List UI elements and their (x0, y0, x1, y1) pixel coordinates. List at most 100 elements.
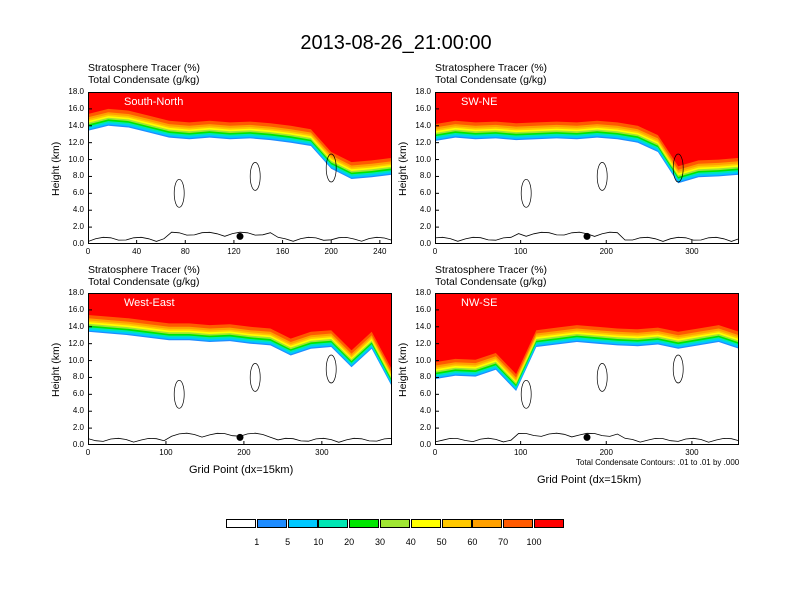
colorbar-swatch (318, 519, 349, 528)
colorbar-swatch (287, 519, 318, 528)
x-tick-label: 160 (275, 247, 290, 256)
colorbar-label: 20 (344, 537, 355, 547)
x-tick-label: 100 (513, 448, 528, 457)
chart-title: 2013-08-26_21:00:00 (300, 32, 492, 54)
panel-4-line2: Total Condensate (g/kg) (435, 276, 547, 288)
x-tick-label: 100 (513, 247, 528, 256)
condensate-contour (596, 363, 608, 392)
y-tick-label: 0.0 (72, 440, 84, 449)
x-tick-label: 200 (599, 247, 613, 256)
panel-3-line2: Total Condensate (g/kg) (88, 276, 200, 288)
x-tick-label: 200 (599, 448, 613, 457)
panel-2-line2: Total Condensate (g/kg) (435, 74, 547, 86)
panel-name-3: West-East (124, 297, 175, 309)
colorbar-swatch (472, 519, 503, 528)
condensate-contour (672, 354, 684, 384)
y-tick-label: 2.0 (72, 423, 84, 433)
y-tick-label: 18.0 (68, 87, 84, 96)
y-tick-label: 18.0 (415, 87, 431, 96)
condensate-contour (173, 178, 185, 208)
y-tick-label: 8.0 (72, 171, 84, 181)
terrain-contour (88, 231, 392, 242)
y-tick-label: 12.0 (415, 338, 431, 348)
panel-4-line1: Stratosphere Tracer (%) (435, 264, 548, 276)
condensate-contour (596, 162, 608, 191)
x-tick-label: 300 (315, 448, 329, 457)
panel-2-line1: Stratosphere Tracer (%) (435, 62, 548, 74)
y-tick-label: 16.0 (68, 304, 84, 314)
location-marker (236, 232, 244, 240)
tracer-band-100 (435, 293, 739, 375)
panel-name-2: SW-NE (461, 96, 497, 108)
ylabel-3: Height (km) (50, 342, 62, 397)
y-tick-label: 0.0 (419, 239, 431, 248)
colorbar-label: 100 (526, 537, 542, 547)
location-marker (583, 232, 591, 240)
plot-frame (88, 293, 392, 445)
y-tick-label: 10.0 (415, 154, 431, 164)
y-tick-label: 14.0 (68, 120, 84, 130)
condensate-contour (249, 363, 261, 392)
tracer-band-100 (88, 293, 392, 370)
condensate-contour (173, 379, 185, 409)
panel-4-header: Stratosphere Tracer (%) Total Condensate… (435, 264, 547, 288)
colorbar-label: 50 (436, 537, 447, 547)
xlabel-right: Grid Point (dx=15km) (537, 474, 642, 486)
x-tick-label: 80 (180, 247, 190, 256)
y-tick-label: 8.0 (72, 372, 84, 382)
y-tick-label: 0.0 (419, 440, 431, 449)
y-tick-label: 10.0 (415, 355, 431, 365)
x-tick-label: 300 (685, 247, 699, 256)
condensate-contour (249, 162, 261, 191)
ylabel-1: Height (km) (50, 141, 62, 196)
y-tick-label: 0.0 (72, 239, 84, 248)
plot-frame (435, 92, 739, 244)
location-marker (583, 433, 591, 441)
colorbar-swatch (380, 519, 410, 528)
colorbar-label: 70 (498, 537, 509, 547)
condensate-contour (325, 354, 337, 384)
y-tick-label: 6.0 (419, 188, 431, 198)
y-tick-label: 16.0 (415, 304, 431, 314)
y-tick-label: 4.0 (419, 205, 431, 215)
condensate-contour (325, 153, 337, 183)
y-tick-label: 10.0 (68, 355, 84, 365)
plot-south-north: South-North (88, 92, 392, 244)
x-tick-label: 0 (85, 448, 91, 457)
panel-3-header: Stratosphere Tracer (%) Total Condensate… (88, 264, 200, 288)
y-tick-label: 2.0 (419, 222, 431, 232)
y-tick-label: 12.0 (68, 338, 84, 348)
panel-name-1: South-North (124, 96, 183, 108)
ylabel-2: Height (km) (397, 141, 409, 196)
colorbar-label: 30 (374, 537, 386, 547)
x-tick-label: 300 (685, 448, 699, 457)
panel-1-header: Stratosphere Tracer (%) Total Condensate… (88, 62, 200, 86)
contour-note: Total Condensate Contours: .01 to .01 by… (576, 458, 740, 467)
colorbar-label: 5 (285, 537, 291, 547)
colorbar-swatch (256, 519, 287, 528)
plot-west-east: West-East (88, 293, 392, 445)
y-tick-label: 14.0 (68, 321, 84, 331)
y-tick-label: 14.0 (415, 321, 431, 331)
x-tick-label: 40 (132, 247, 142, 256)
panel-1-line2: Total Condensate (g/kg) (88, 74, 200, 86)
y-tick-label: 2.0 (419, 423, 431, 433)
y-tick-label: 2.0 (72, 222, 84, 232)
tracer-band-100 (88, 92, 392, 163)
colorbar-swatch (226, 519, 256, 528)
ylabel-4: Height (km) (397, 342, 409, 397)
x-tick-label: 100 (159, 448, 173, 457)
x-tick-label: 0 (85, 247, 91, 256)
colorbar-swatch (503, 519, 534, 528)
y-tick-label: 6.0 (72, 389, 84, 399)
colorbar-swatch (349, 519, 380, 528)
panel-1-line1: Stratosphere Tracer (%) (88, 62, 201, 74)
condensate-contour (672, 153, 684, 183)
x-tick-label: 0 (432, 247, 438, 256)
plot-frame (88, 92, 392, 244)
x-tick-label: 200 (237, 448, 251, 457)
xlabel-left: Grid Point (dx=15km) (189, 464, 294, 476)
panel-3-line1: Stratosphere Tracer (%) (88, 264, 201, 276)
y-tick-label: 4.0 (72, 205, 84, 215)
tracer-band-100 (435, 92, 739, 167)
